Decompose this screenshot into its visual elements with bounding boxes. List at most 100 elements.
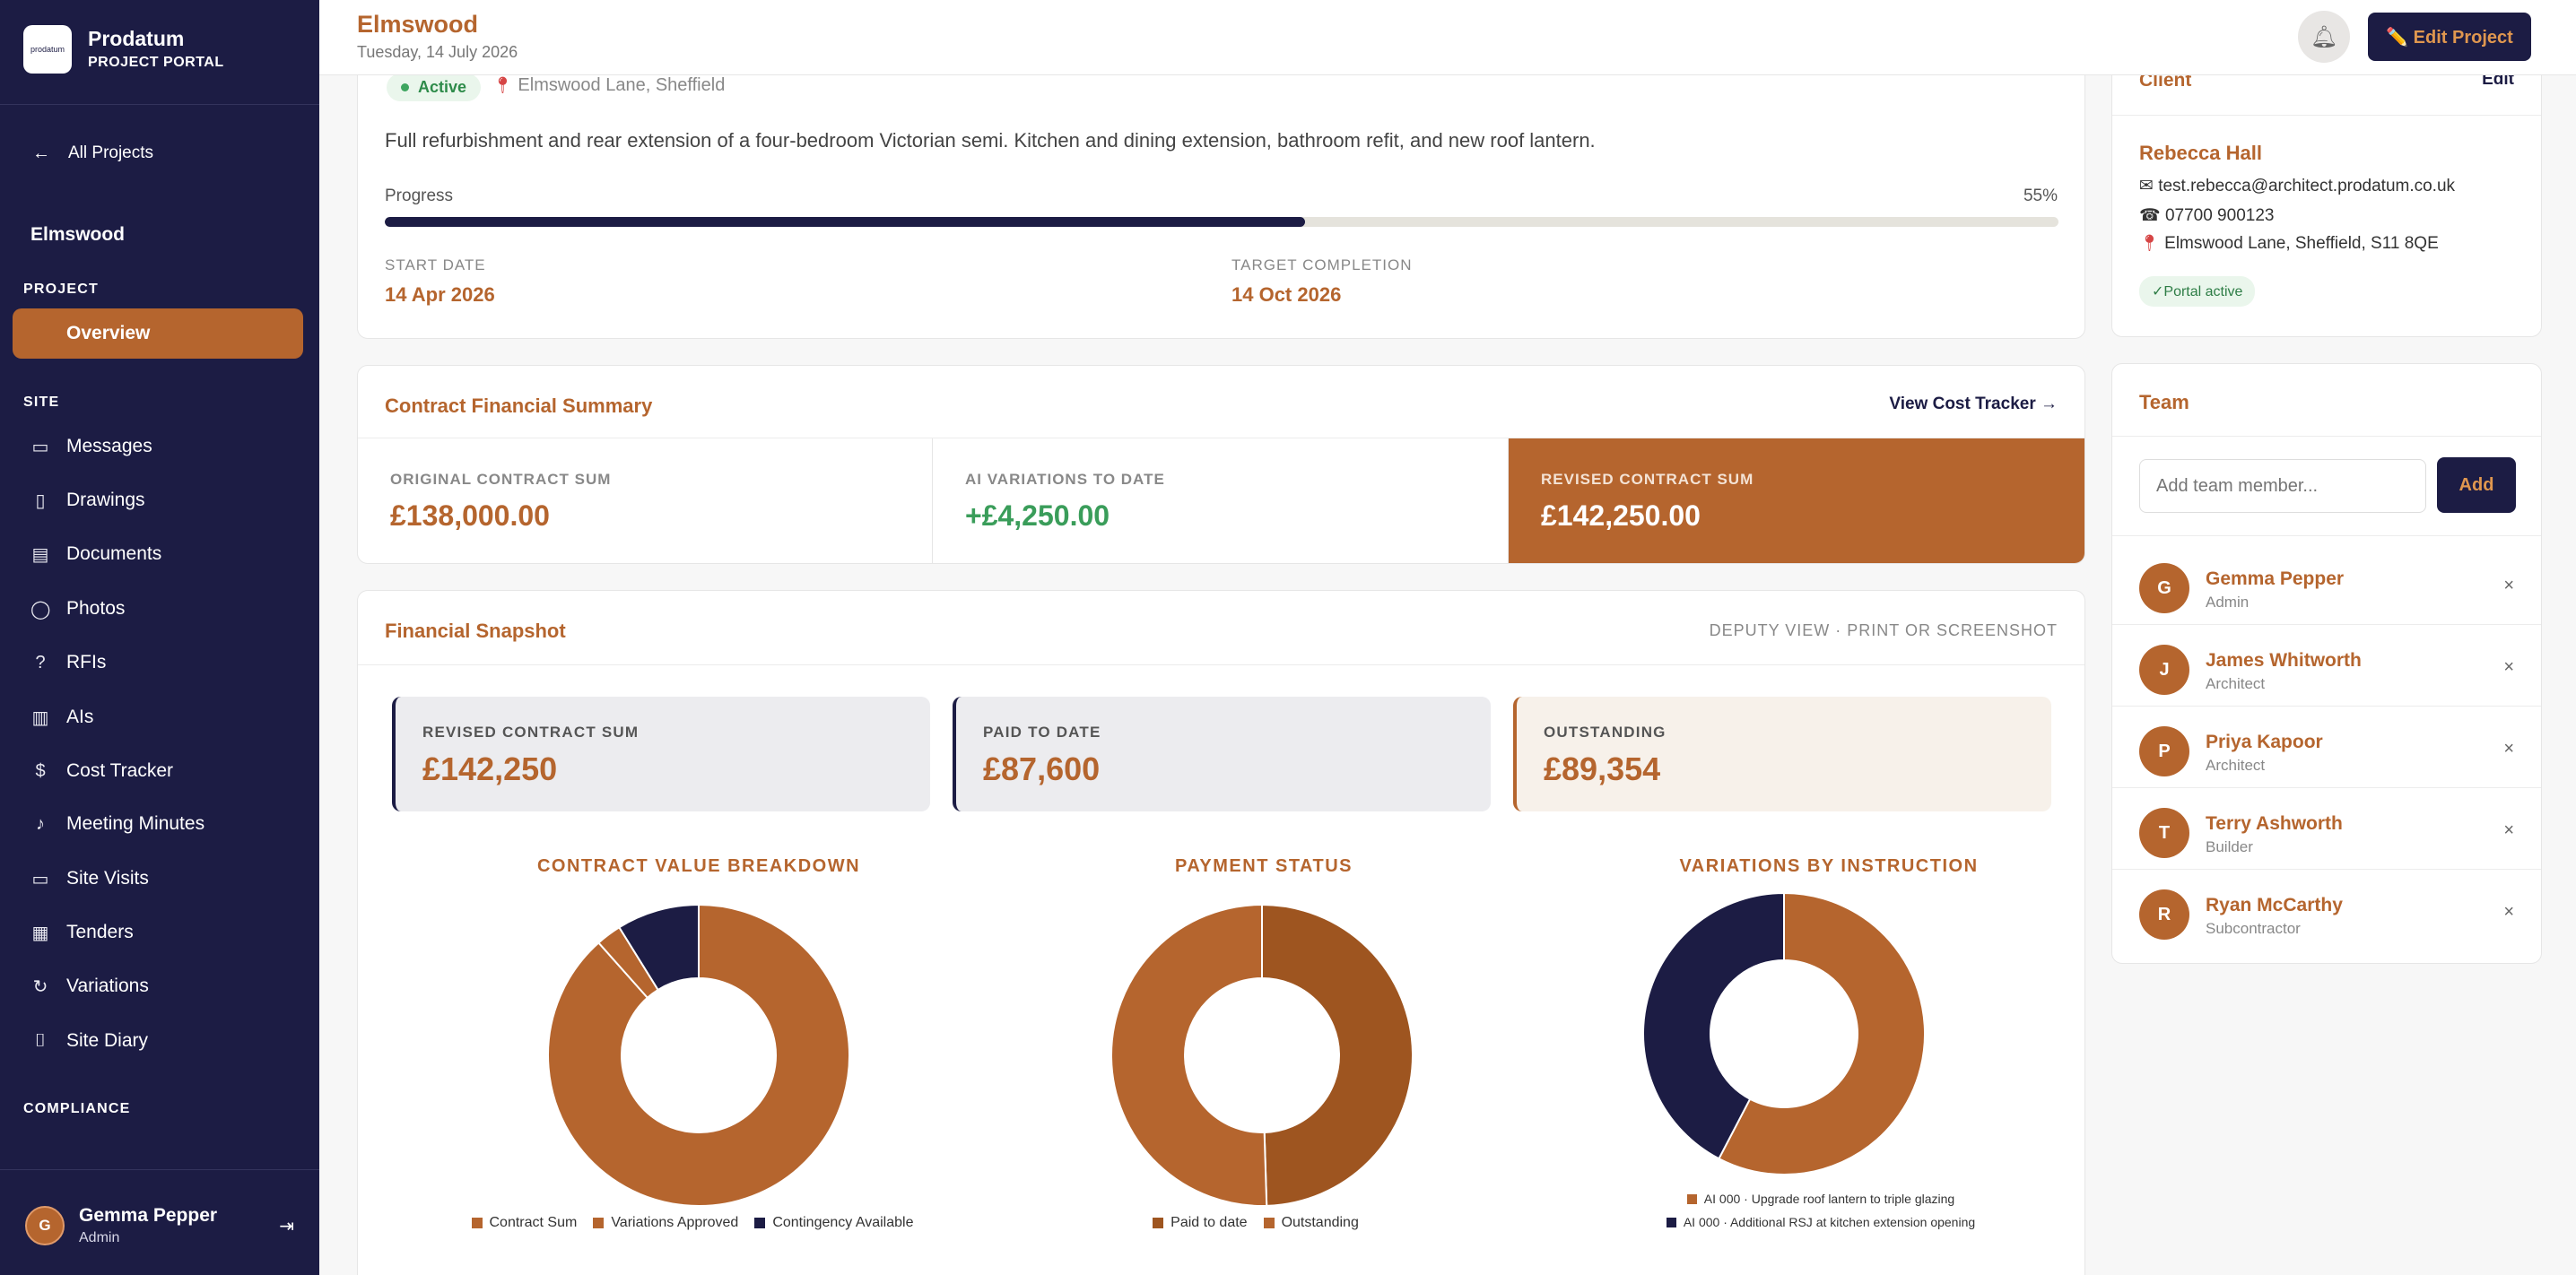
client-phone: ☎ 07700 900123 [2139, 206, 2275, 225]
brand[interactable]: prodatum Prodatum PROJECT PORTAL [23, 25, 224, 74]
legend-item: Outstanding [1263, 1215, 1359, 1231]
bell-icon[interactable]: 🔔︎ [2298, 11, 2350, 63]
status-badge: Active [387, 74, 482, 101]
photo-icon: ◯ [30, 599, 51, 620]
sidebar-item-label: Tenders [66, 922, 134, 942]
sidebar-item-label: Messages [66, 436, 152, 456]
stat-value: £142,250.00 [1541, 499, 1701, 532]
chart-title: PAYMENT STATUS [1174, 856, 1353, 876]
target-completion-value: 14 Oct 2026 [1231, 283, 1342, 306]
team-member: J James Whitworth Architect × [2112, 625, 2541, 706]
divider [2112, 436, 2541, 437]
kpi-revised-contract-sum: REVISED CONTRACT SUM £142,250 [392, 697, 930, 811]
chart-title: CONTRACT VALUE BREAKDOWN [536, 856, 861, 876]
kpi-label: OUTSTANDING [1544, 724, 1667, 741]
legend-label: Variations Approved [611, 1215, 739, 1230]
stat-value: +£4,250.00 [965, 499, 1110, 532]
sidebar-item-label: Drawings [66, 490, 145, 510]
logout-icon[interactable]: ⇥ [279, 1216, 294, 1236]
legend-swatch [1263, 1218, 1275, 1228]
sidebar-item-meeting-minutes[interactable]: ♪ Meeting Minutes [30, 806, 205, 842]
add-team-member-button[interactable]: Add [2437, 457, 2516, 513]
page-date: Tuesday, 14 July 2026 [357, 43, 518, 61]
sidebar-user: G Gemma Pepper Admin ⇥ [25, 1205, 294, 1246]
progress-label: Progress [385, 186, 454, 205]
avatar: P [2139, 726, 2189, 776]
sidebar-item-photos[interactable]: ◯ Photos [30, 591, 125, 627]
sidebar-item-documents[interactable]: ▤ Documents [30, 536, 162, 572]
revised-contract-sum: REVISED CONTRACT SUM £142,250.00 [1509, 438, 2084, 563]
sidebar-divider [0, 1169, 319, 1170]
page-title: Elmswood [357, 11, 479, 38]
client-address-text: Elmswood Lane, Sheffield, S11 8QE [2164, 234, 2439, 253]
sidebar-item-rfis[interactable]: ? RFIs [30, 645, 106, 681]
sidebar-item-ais[interactable]: ▥ AIs [30, 699, 94, 735]
original-contract-sum: ORIGINAL CONTRACT SUM £138,000.00 [358, 438, 932, 563]
sidebar-item-label: Site Visits [66, 868, 149, 889]
brand-logo: prodatum [23, 25, 72, 74]
start-date-value: 14 Apr 2026 [385, 283, 495, 306]
legend-label: Paid to date [1171, 1215, 1248, 1230]
sidebar-item-overview[interactable]: Overview [13, 308, 303, 359]
all-projects-label: All Projects [68, 143, 154, 162]
team-member: P Priya Kapoor Architect × [2112, 707, 2541, 787]
location-text: Elmswood Lane, Sheffield [518, 75, 726, 95]
divider [2112, 706, 2541, 707]
target-completion-label: TARGET COMPLETION [1231, 256, 1413, 273]
sidebar-item-label: Documents [66, 543, 162, 564]
arrow-left-icon: ← [32, 143, 50, 163]
ai-variations-to-date: AI VARIATIONS TO DATE +£4,250.00 [933, 438, 1508, 563]
chart-legend: AI 000 · Additional RSJ at kitchen exten… [1605, 1215, 2053, 1229]
progress-fill [385, 217, 1306, 227]
pie-slice-ai-000-upgrade-roof-lantern-to-triple-glazing [1718, 893, 1926, 1175]
team-heading: Team [2139, 391, 2189, 413]
member-name: Ryan McCarthy [2206, 895, 2343, 915]
member-role: Architect [2206, 757, 2266, 774]
divider [2112, 535, 2541, 536]
legend-label: AI 000 · Additional RSJ at kitchen exten… [1683, 1215, 1976, 1229]
all-projects-link[interactable]: ← All Projects [32, 140, 153, 167]
stat-value: £138,000.00 [390, 499, 550, 532]
legend-item: Paid to date [1153, 1215, 1248, 1231]
add-team-member-input[interactable] [2139, 459, 2426, 513]
divider [2112, 787, 2541, 788]
view-cost-tracker-link[interactable]: View Cost Tracker → [1889, 395, 2058, 413]
remove-member-icon[interactable]: × [2503, 657, 2514, 677]
remove-member-icon[interactable]: × [2503, 902, 2514, 922]
legend-item: AI 000 · Additional RSJ at kitchen exten… [1666, 1215, 1976, 1229]
sidebar-item-label: Photos [66, 598, 126, 619]
user-role: Admin [79, 1230, 120, 1245]
edit-project-button[interactable]: ✏️ Edit Project [2368, 13, 2531, 61]
progress-bar [385, 217, 2058, 227]
sidebar-item-drawings[interactable]: ▯ Drawings [30, 482, 145, 518]
sidebar-item-tenders[interactable]: ▦ Tenders [30, 915, 134, 950]
start-date-label: START DATE [385, 256, 486, 273]
file-icon: ▯ [35, 490, 46, 511]
help-icon: ? [35, 652, 46, 672]
sidebar-item-variations[interactable]: ↻ Variations [30, 968, 149, 1004]
legend-item: Contingency Available [754, 1215, 913, 1231]
page-header: Elmswood Tuesday, 14 July 2026 🔔︎ ✏️ Edi… [319, 0, 2576, 75]
sidebar-item-messages[interactable]: ▭ Messages [30, 429, 152, 464]
section-label-compliance: COMPLIANCE [23, 1101, 131, 1116]
legend-item: Variations Approved [593, 1215, 738, 1231]
remove-member-icon[interactable]: × [2503, 820, 2514, 840]
avatar: J [2139, 645, 2189, 695]
sidebar-item-site-diary[interactable]: ⌷ Site Diary [30, 1023, 148, 1059]
clipboard-icon: ▥ [31, 707, 49, 728]
divider [2112, 624, 2541, 625]
contract-value-breakdown-chart [547, 903, 850, 1207]
sidebar: prodatum Prodatum PROJECT PORTAL ← All P… [0, 0, 319, 1275]
sidebar-project-name: Elmswood [30, 224, 126, 245]
sidebar-item-cost-tracker[interactable]: $ Cost Tracker [30, 753, 173, 789]
client-email[interactable]: ✉ test.rebecca@architect.prodatum.co.uk [2139, 177, 2456, 195]
team-card: Team Add G Gemma Pepper Admin × J James … [2111, 363, 2542, 964]
map-pin-icon: 📍︎ [492, 76, 513, 94]
sidebar-item-label: Variations [66, 976, 149, 996]
remove-member-icon[interactable]: × [2503, 576, 2514, 595]
sidebar-item-site-visits[interactable]: ▭ Site Visits [30, 861, 149, 897]
avatar: R [2139, 889, 2189, 940]
remove-member-icon[interactable]: × [2503, 739, 2514, 759]
calendar-icon: ▦ [31, 923, 49, 943]
avatar: G [2139, 563, 2189, 613]
